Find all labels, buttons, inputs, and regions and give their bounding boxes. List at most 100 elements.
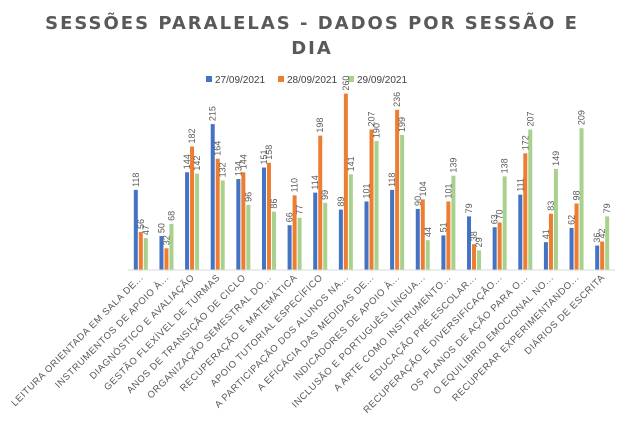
- bar-s2-c9: [343, 93, 348, 270]
- bar-s2-c6: [266, 162, 271, 270]
- bar-s1-c4: [210, 124, 215, 270]
- bar-s3-c16: [528, 129, 533, 270]
- data-label-s2-c5: 144: [238, 154, 248, 169]
- bar-s2-c16: [523, 153, 528, 270]
- legend: 27/09/2021 28/09/2021 29/09/2021: [206, 75, 407, 86]
- bar-s2-c13: [446, 201, 451, 270]
- bar-s1-c6: [261, 167, 266, 270]
- data-label-s3-c14: 29: [474, 237, 484, 247]
- bar-s3-c19: [605, 216, 610, 270]
- data-label-s3-c15: 138: [500, 158, 510, 173]
- bar-s1-c12: [415, 208, 420, 270]
- bar-s2-c7: [292, 195, 297, 270]
- bar-s1-c11: [390, 189, 395, 270]
- chart-title-line-2: DIA: [291, 38, 333, 59]
- data-label-s2-c13: 101: [443, 183, 453, 198]
- data-label-s1-c16: 111: [515, 178, 525, 192]
- data-label-s2-c17: 83: [546, 201, 556, 211]
- data-label-s3-c6: 86: [269, 199, 279, 209]
- bar-s3-c18: [579, 128, 584, 270]
- bar-s1-c14: [467, 216, 472, 270]
- bar-s3-c9: [348, 174, 353, 270]
- data-label-s2-c11: 236: [392, 92, 402, 107]
- bar-s3-c4: [220, 180, 225, 270]
- data-label-s1-c14: 79: [464, 203, 474, 213]
- bar-s1-c16: [518, 194, 523, 270]
- data-label-s1-c9: 89: [336, 197, 346, 207]
- bar-s3-c13: [451, 175, 456, 270]
- bar-s3-c15: [502, 176, 507, 270]
- data-label-s2-c9: 260: [341, 76, 351, 91]
- bar-s3-c14: [477, 250, 482, 270]
- legend-swatch-1: [206, 76, 212, 82]
- data-label-s2-c15: 70: [495, 209, 505, 219]
- bar-s2-c14: [472, 244, 477, 270]
- data-label-s3-c16: 207: [525, 112, 535, 127]
- bar-s2-c12: [420, 199, 425, 270]
- data-label-s2-c8: 198: [315, 118, 325, 133]
- bar-s1-c15: [492, 227, 497, 270]
- data-label-s1-c13: 51: [438, 222, 448, 232]
- data-label-s1-c3: 144: [182, 154, 192, 169]
- data-label-s3-c12: 44: [423, 227, 433, 237]
- bar-s2-c5: [241, 172, 246, 270]
- data-label-s2-c4: 164: [213, 141, 223, 156]
- data-label-s1-c7: 66: [285, 212, 295, 222]
- data-label-s1-c10: 101: [362, 183, 372, 198]
- data-label-s3-c3: 142: [192, 156, 202, 171]
- bar-s1-c9: [338, 209, 343, 270]
- data-label-s1-c11: 118: [387, 173, 397, 187]
- data-label-s2-c12: 104: [418, 181, 428, 196]
- bar-s1-c18: [569, 227, 574, 270]
- bar-s2-c17: [548, 213, 553, 270]
- legend-label-2: 28/09/2021: [287, 75, 337, 86]
- bar-s2-c11: [395, 109, 400, 270]
- data-label-s3-c8: 99: [320, 190, 330, 200]
- bar-s2-c8: [318, 135, 323, 270]
- data-label-s1-c18: 62: [567, 215, 577, 225]
- legend-swatch-3: [348, 76, 354, 82]
- bar-s3-c6: [271, 211, 276, 270]
- bar-s3-c12: [425, 240, 430, 270]
- data-label-s3-c5: 96: [243, 192, 253, 202]
- bar-s2-c18: [574, 203, 579, 270]
- data-label-s2-c18: 98: [572, 190, 582, 200]
- data-label-s1-c5: 134: [233, 161, 243, 176]
- data-label-s3-c17: 149: [551, 151, 561, 166]
- data-label-s1-c2: 50: [156, 223, 166, 233]
- bar-s2-c1: [138, 232, 143, 270]
- bar-s3-c1: [143, 238, 148, 270]
- data-label-s3-c19: 79: [602, 203, 612, 213]
- bar-s2-c3: [190, 146, 195, 270]
- data-label-s2-c6: 158: [264, 145, 274, 160]
- data-label-s3-c2: 68: [166, 211, 176, 221]
- data-label-s1-c8: 114: [310, 175, 320, 189]
- legend-swatch-2: [278, 76, 284, 82]
- data-label-s2-c3: 182: [187, 128, 197, 143]
- data-label-s1-c6: 151: [259, 150, 269, 165]
- bar-s3-c10: [374, 141, 379, 270]
- data-label-s3-c18: 209: [577, 110, 587, 125]
- bar-s1-c2: [159, 236, 164, 270]
- legend-label-1: 27/09/2021: [215, 75, 265, 86]
- data-label-s2-c19: 42: [597, 228, 607, 238]
- data-label-s3-c1: 47: [141, 225, 151, 235]
- legend-label-3: 29/09/2021: [357, 75, 407, 86]
- bar-s1-c8: [313, 192, 318, 270]
- data-label-s2-c7: 110: [290, 178, 300, 192]
- bar-s1-c19: [595, 245, 600, 270]
- data-label-s1-c1: 118: [131, 173, 141, 187]
- bar-s2-c2: [164, 248, 169, 270]
- bar-s3-c7: [297, 217, 302, 270]
- bar-s2-c4: [215, 158, 220, 270]
- data-label-s2-c10: 207: [367, 112, 377, 127]
- data-label-s2-c16: 172: [520, 135, 530, 150]
- data-label-s2-c14: 38: [469, 231, 479, 241]
- bar-s3-c3: [195, 173, 200, 270]
- data-label-s3-c11: 199: [397, 117, 407, 132]
- data-label-s1-c12: 90: [413, 196, 423, 206]
- data-label-s2-c1: 56: [136, 219, 146, 229]
- bar-s1-c1: [133, 189, 138, 270]
